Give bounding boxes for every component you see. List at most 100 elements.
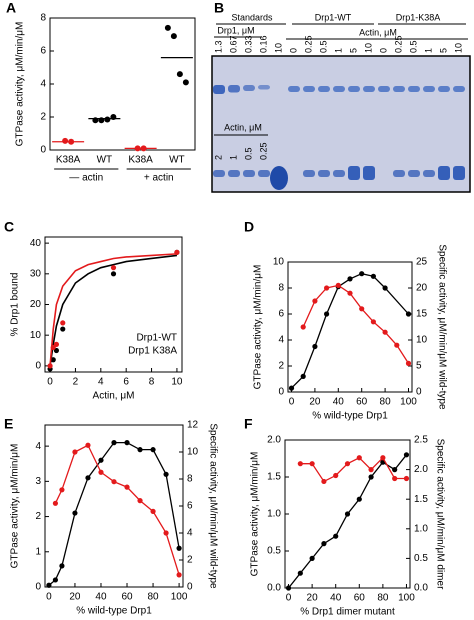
x-tick-label: 100 [400, 397, 417, 408]
data-point [163, 471, 169, 477]
data-point [321, 478, 327, 485]
data-point [176, 71, 183, 78]
x-tick-label: 80 [377, 593, 389, 604]
panel-letter: E [4, 416, 13, 432]
data-point [370, 319, 376, 325]
data-point [380, 455, 386, 461]
y-tick-label: 4 [35, 441, 41, 452]
y-tick-label: 0 [40, 145, 46, 156]
gel-band [363, 166, 375, 180]
x-tick-label: 6 [123, 377, 129, 388]
data-point [137, 498, 143, 504]
data-line [291, 273, 409, 389]
data-point [300, 373, 306, 379]
gel-band [213, 85, 225, 94]
y-tick-label: 2 [35, 511, 41, 522]
panel-letter: D [244, 219, 254, 235]
gel-header: Drp1-WT [315, 12, 352, 22]
gel-band [408, 86, 420, 92]
data-point [288, 385, 295, 391]
gel-band [363, 86, 375, 92]
panel-letter: C [4, 219, 14, 235]
x-tick-label: 20 [307, 593, 319, 604]
data-point [405, 360, 412, 366]
data-point [309, 555, 315, 562]
data-point [47, 363, 53, 369]
y2-tick-label: 2.5 [414, 435, 428, 446]
plot-frame [287, 261, 413, 393]
lane-label: 0.5 [318, 40, 328, 53]
y2-tick-label: 10 [416, 335, 428, 346]
gel-header: Drp1-K38A [396, 12, 441, 22]
gel-band [378, 86, 390, 92]
x-tick-label: WT [97, 155, 113, 166]
y-tick-label: 8 [40, 13, 46, 24]
y-tick-label: 2 [40, 112, 46, 123]
data-point [359, 271, 365, 277]
gel-band [243, 170, 255, 177]
data-point [60, 320, 66, 326]
lane-label: 1 [228, 155, 238, 160]
data-point [324, 311, 330, 317]
data-point [170, 33, 177, 40]
gel-band [303, 86, 315, 92]
gel-band [243, 85, 255, 91]
data-point [137, 447, 143, 453]
gel-band [333, 170, 345, 177]
data-point [104, 116, 111, 123]
data-point [312, 343, 318, 350]
data-point [59, 487, 65, 493]
x-tick-label: 2 [73, 377, 79, 388]
data-point [124, 484, 130, 490]
gel-band [393, 170, 405, 177]
chart-panel: F 0.0 0.5 1.0 1.5 2.0 0.0 0.5 1.0 1.5 2.0 2.5 0 20 40 6… [244, 416, 445, 618]
lane-label: 0 [378, 48, 388, 53]
y-tick-label: 1.5 [267, 472, 281, 483]
panel-letter: B [214, 0, 224, 16]
gel-band [318, 170, 330, 177]
x-tick-label: 8 [149, 377, 155, 388]
lane-label: 5 [348, 48, 358, 53]
lane-label: 0.25 [303, 35, 313, 53]
data-point [309, 461, 315, 467]
x-tick-label: 60 [354, 593, 366, 604]
y-tick-label: 1 [35, 546, 41, 557]
gel-band [453, 86, 465, 92]
lane-label: 10 [363, 43, 373, 53]
gel-band [348, 86, 360, 92]
gel-band [318, 86, 330, 92]
gel-band [393, 86, 405, 92]
gel-lanes: 1.3 0.67 0.33 0.16 10 0 0.25 0.5 1 5 10 0 0.25 0.5 1 5 1… [213, 35, 465, 190]
y2-tick-label: 6 [187, 501, 193, 512]
x-tick-label: 20 [69, 592, 81, 603]
data-line [288, 454, 407, 589]
x-tick-label: 40 [333, 397, 345, 408]
data-point [110, 265, 117, 271]
data-point [333, 533, 339, 539]
gel-band [270, 166, 288, 190]
gel-band [423, 86, 435, 92]
lane-label: 2 [213, 155, 223, 160]
data-point [52, 577, 59, 583]
data-line [48, 441, 180, 586]
gel-band [348, 166, 360, 180]
y-tick-label: 6 [40, 46, 46, 57]
y2-tick-label: 15 [416, 309, 428, 320]
y-tick-label: 8 [278, 283, 284, 294]
data-point [98, 457, 104, 463]
chart-panel: A 0 2 4 6 8 GTPase activity, μM/min/μM K38A WT K3… [6, 0, 196, 184]
x-tick-label: 80 [147, 592, 159, 603]
y-tick-label: 4 [40, 79, 46, 90]
y2-tick-label: 12 [187, 420, 199, 431]
x-axis-label: % wild-type Drp1 [312, 411, 388, 422]
y2-tick-label: 25 [416, 257, 428, 268]
legend-entry: Drp1 K38A [128, 346, 177, 357]
y2-tick-label: 5 [416, 361, 422, 372]
gel-band [438, 166, 450, 180]
data-point [382, 329, 388, 335]
lane-label: 5 [438, 48, 448, 53]
y2-axis-label: Specific activity, μM/min/μM wild-type [436, 244, 447, 410]
gel-image [211, 55, 471, 193]
x-tick-label: K38A [128, 155, 153, 166]
y2-tick-label: 8 [187, 474, 193, 485]
